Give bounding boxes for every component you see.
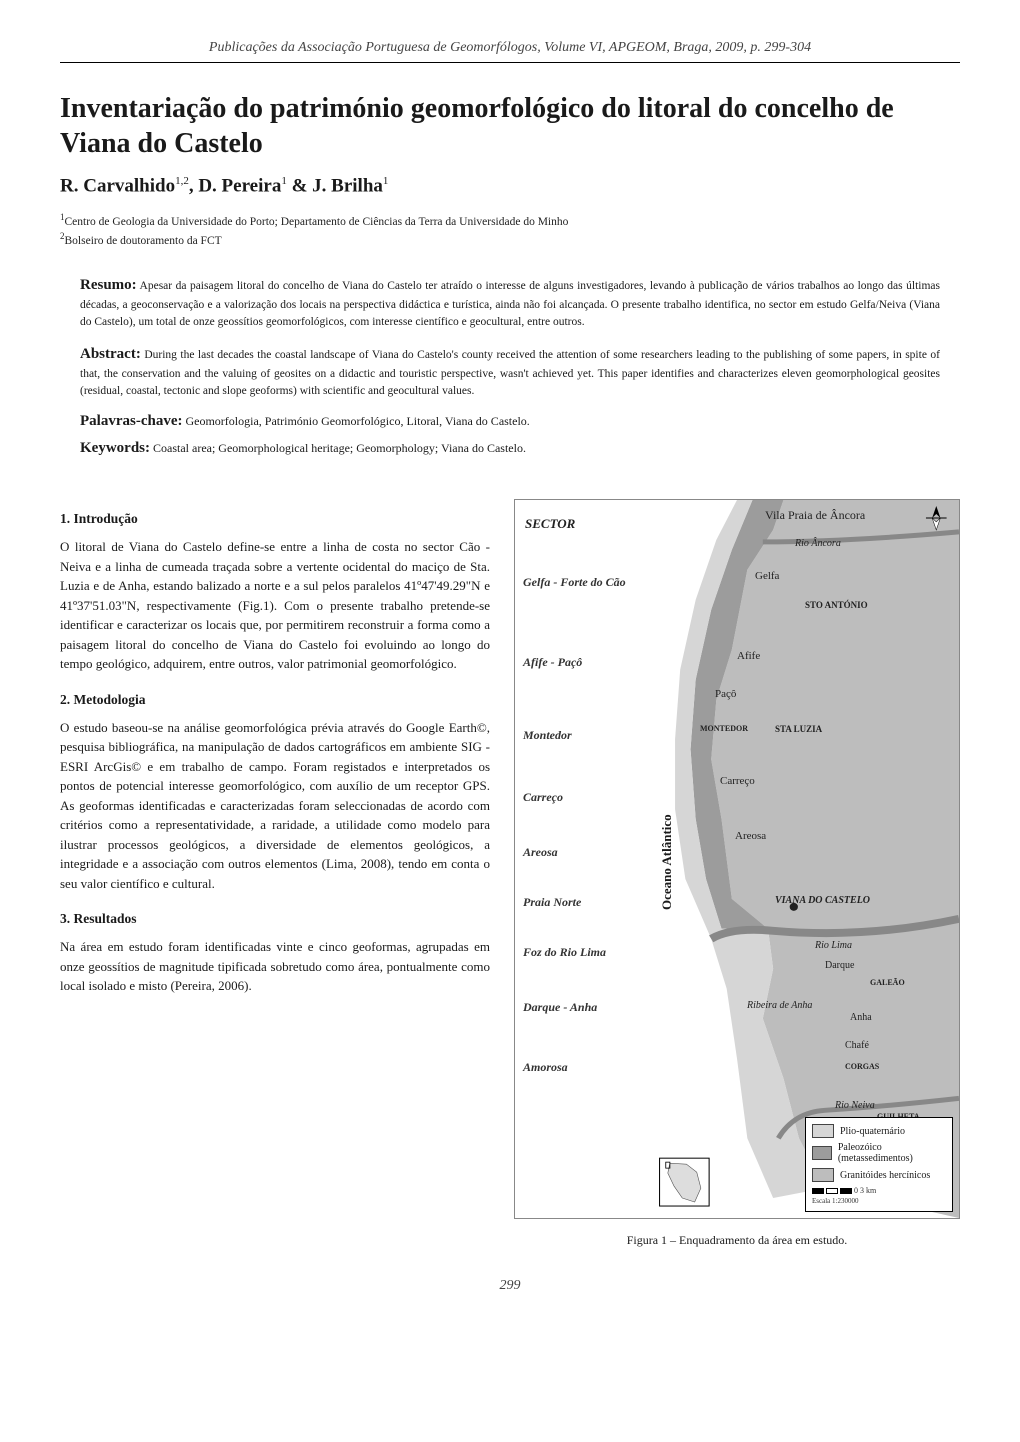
figure-1-caption: Figura 1 – Enquadramento da área em estu… (514, 1233, 960, 1248)
affiliation-line: 2Bolseiro de doutoramento da FCT (60, 230, 960, 249)
affiliation-line: 1Centro de Geologia da Universidade do P… (60, 211, 960, 230)
map-sector-heading: SECTOR (525, 516, 575, 532)
map-sector-label: Darque - Anha (523, 1000, 597, 1015)
running-head: Publicações da Associação Portuguesa de … (60, 40, 960, 63)
map-place-label: Rio Lima (815, 940, 852, 951)
article-title: Inventariação do património geomorfológi… (60, 91, 960, 161)
section-1-body: O litoral de Viana do Castelo define-se … (60, 537, 490, 674)
map-place-label: Rio Âncora (795, 538, 841, 549)
map-place-label: Gelfa (755, 570, 779, 582)
map-place-label: Rio Neiva (835, 1100, 875, 1111)
legend-row: Granitóides hercínicos (812, 1168, 946, 1182)
section-2-heading: 2. Metodologia (60, 692, 490, 708)
map-legend: Plio-quaternário Paleozóico (metassedimen… (805, 1117, 953, 1212)
legend-label: Granitóides hercínicos (840, 1170, 930, 1181)
figure-1: SECTOR Gelfa - Forte do Cão Afife - Paçô M… (514, 493, 960, 1248)
two-column-layout: 1. Introdução O litoral de Viana do Cast… (60, 493, 960, 1248)
study-area-map: SECTOR Gelfa - Forte do Cão Afife - Paçô M… (514, 499, 960, 1219)
palavras-text: Geomorfologia, Património Geomorfológico… (185, 414, 529, 428)
legend-row: Paleozóico (metassedimentos) (812, 1142, 946, 1164)
keywords-text: Coastal area; Geomorphological heritage;… (153, 441, 526, 455)
map-place-label: MONTEDOR (700, 724, 748, 733)
palavras-chave-block: Palavras-chave: Geomorfologia, Patrimóni… (80, 413, 940, 430)
map-terrain-svg (515, 500, 959, 1218)
map-place-label: Anha (850, 1012, 872, 1023)
legend-scale: 0 3 kmEscala 1:230000 (812, 1186, 946, 1205)
legend-label: Paleozóico (metassedimentos) (838, 1142, 946, 1164)
section-1-heading: 1. Introdução (60, 511, 490, 527)
map-sector-label: Montedor (523, 728, 572, 743)
right-column: SECTOR Gelfa - Forte do Cão Afife - Paçô M… (514, 493, 960, 1248)
legend-label: Plio-quaternário (840, 1126, 905, 1137)
keywords-block: Keywords: Coastal area; Geomorphological… (80, 440, 940, 457)
affiliations: 1Centro de Geologia da Universidade do P… (60, 211, 960, 249)
map-sector-label: Amorosa (523, 1060, 568, 1075)
map-place-label: VIANA DO CASTELO (775, 895, 870, 906)
map-place-label: CORGAS (845, 1062, 879, 1071)
map-place-label: GALEÃO (870, 978, 905, 987)
section-2-body: O estudo baseou-se na análise geomorfoló… (60, 718, 490, 894)
map-place-label: Vila Praia de Âncora (765, 508, 865, 523)
map-sector-label: Praia Norte (523, 895, 581, 910)
authors-line: R. Carvalhido1,2, D. Pereira1 & J. Brilh… (60, 175, 960, 197)
legend-swatch (812, 1146, 832, 1160)
map-sector-label: Afife - Paçô (523, 655, 582, 670)
map-place-label: Ribeira de Anha (747, 1000, 812, 1011)
map-place-label: Darque (825, 960, 854, 971)
palavras-label: Palavras-chave: (80, 413, 182, 429)
resumo-label: Resumo: (80, 277, 137, 293)
page-number: 299 (60, 1278, 960, 1294)
map-sector-label: Carreço (523, 790, 563, 805)
ocean-label: Oceano Atlântico (659, 815, 675, 911)
map-place-label: STO ANTÓNIO (805, 600, 868, 610)
keywords-label: Keywords: (80, 440, 150, 456)
map-place-label: STA LUZIA (775, 724, 822, 734)
section-3-heading: 3. Resultados (60, 911, 490, 927)
map-sector-label: Areosa (523, 845, 558, 860)
abstract-label: Abstract: (80, 346, 141, 362)
section-3-body: Na área em estudo foram identificadas vi… (60, 937, 490, 996)
resumo-block: Resumo: Apesar da paisagem litoral do co… (80, 275, 940, 330)
map-place-label: Paçô (715, 688, 736, 700)
map-place-label: Afife (737, 650, 760, 662)
map-sector-label: Foz do Rio Lima (523, 945, 606, 960)
resumo-text: Apesar da paisagem litoral do concelho d… (80, 280, 940, 327)
abstract-text: During the last decades the coastal land… (80, 349, 940, 396)
abstract-block: Abstract: During the last decades the co… (80, 344, 940, 399)
map-place-label: Carreço (720, 775, 755, 787)
map-place-label: Chafé (845, 1040, 869, 1051)
left-column: 1. Introdução O litoral de Viana do Cast… (60, 493, 490, 1248)
legend-swatch (812, 1168, 834, 1182)
legend-row: Plio-quaternário (812, 1124, 946, 1138)
legend-swatch (812, 1124, 834, 1138)
map-sector-label: Gelfa - Forte do Cão (523, 575, 626, 590)
map-place-label: Areosa (735, 830, 766, 842)
